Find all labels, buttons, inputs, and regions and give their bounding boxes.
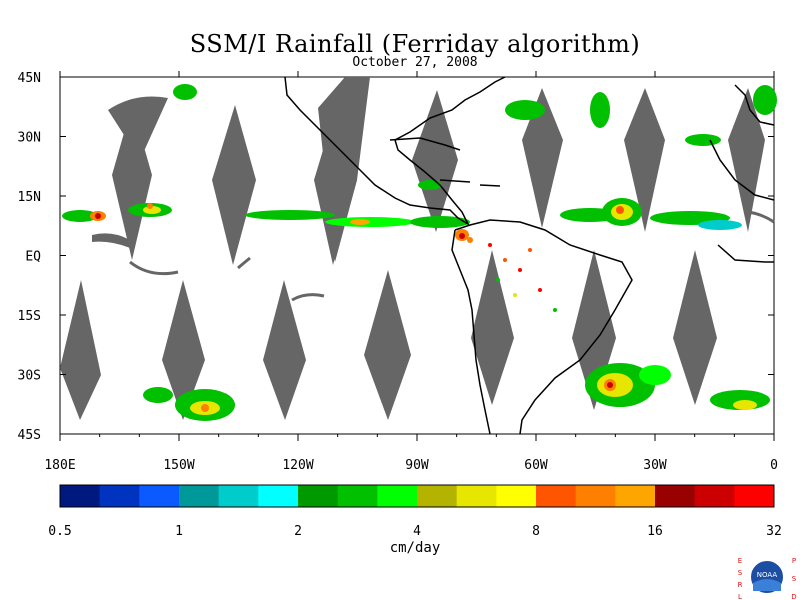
colorbar-labels: 0.5 1 2 4 8 16 32 [48, 524, 782, 539]
swath [162, 280, 205, 420]
coast-caribbean [439, 179, 501, 187]
colorbar-frame [59, 484, 775, 508]
lat-label: 30S [18, 369, 41, 384]
colorbar-swatch [99, 485, 140, 507]
swath [728, 88, 765, 232]
longitude-axis: 180E 150W 120W 90W 60W 30W 0 [44, 71, 778, 473]
colorbar-swatch [734, 485, 775, 507]
colorbar-tick-label: 0.5 [48, 524, 71, 539]
colorbar-swatch [337, 485, 378, 507]
latitude-axis: 45N 30N 15N EQ 15S 30S 45S [18, 71, 774, 443]
logo-letter: D [791, 593, 796, 599]
logo-right-letters: P S D [791, 557, 796, 599]
swath-arc [108, 96, 168, 160]
rain-south-pacific [143, 387, 235, 421]
coast-africa [709, 139, 775, 263]
logo-letter: S [738, 569, 743, 577]
orbit-arc [747, 210, 775, 224]
orbit-arc [237, 256, 251, 270]
coastlines [284, 76, 775, 435]
colorbar-tick-label: 16 [647, 524, 663, 539]
logo-letter: R [738, 581, 743, 589]
lon-label: 30W [643, 458, 667, 473]
lat-label: 30N [18, 131, 41, 146]
colorbar-tick-label: 1 [175, 524, 183, 539]
colorbar-swatch [615, 485, 656, 507]
colorbar-swatch [298, 485, 339, 507]
colorbar-tick-label: 32 [766, 524, 782, 539]
colorbar-swatch [218, 485, 259, 507]
lon-label: 120W [282, 458, 313, 473]
colorbar-swatch [417, 485, 458, 507]
map-title: SSM/I Rainfall (Ferriday algorithm) [189, 30, 641, 58]
swath [364, 270, 411, 420]
colorbar-swatch [60, 485, 101, 507]
swath [471, 250, 514, 405]
lon-label: 180E [44, 458, 75, 473]
coast-south-america [451, 219, 633, 435]
swath [412, 90, 458, 232]
colorbar-swatch [496, 485, 537, 507]
lat-label: 15S [18, 309, 41, 324]
swath [60, 280, 101, 420]
colorbar-swatch [456, 485, 497, 507]
colorbar-swatches [60, 485, 775, 507]
orbit-arc [291, 293, 325, 302]
logo-letter: P [792, 557, 796, 565]
rain-itcz-west [62, 203, 172, 222]
colorbar-swatch [377, 485, 418, 507]
rain-amazon [467, 237, 557, 312]
orbit-arc [129, 260, 179, 276]
rainfall-patches [62, 84, 777, 421]
map-plot-area [59, 76, 777, 435]
colorbar-tick-label: 8 [532, 524, 540, 539]
logo-letter: E [738, 557, 742, 565]
lon-label: 0 [770, 458, 778, 473]
colorbar-swatch [575, 485, 616, 507]
coast-gulf [389, 137, 461, 151]
lat-label: EQ [25, 250, 41, 265]
lon-label: 60W [524, 458, 548, 473]
colorbar-swatch [694, 485, 735, 507]
coast-north-america [284, 76, 506, 226]
swath-arc [92, 233, 130, 248]
map-date: October 27, 2008 [352, 55, 478, 70]
rain-south-atlantic [585, 363, 770, 410]
colorbar-tick-label: 4 [413, 524, 421, 539]
colorbar-swatch [655, 485, 696, 507]
logo-text: NOAA [757, 571, 778, 579]
colorbar-swatch [536, 485, 577, 507]
lon-label: 150W [163, 458, 194, 473]
logo-letter: S [792, 575, 797, 583]
coast-europe [734, 84, 775, 126]
colorbar-swatch [179, 485, 220, 507]
colorbar: 0.5 1 2 4 8 16 32 [48, 484, 782, 539]
rain-itcz-central [245, 210, 470, 241]
lat-label: 45S [18, 428, 41, 443]
lat-label: 45N [18, 71, 41, 86]
rain-north [173, 84, 777, 190]
orbit-arcs [129, 210, 775, 302]
lat-label: 15N [18, 190, 41, 205]
colorbar-swatch [139, 485, 180, 507]
logo-letter: L [738, 593, 742, 599]
swath [624, 88, 665, 232]
colorbar-units: cm/day [389, 540, 441, 556]
colorbar-tick-label: 2 [294, 524, 302, 539]
colorbar-swatch [258, 485, 299, 507]
swath [673, 250, 717, 405]
lon-label: 90W [405, 458, 429, 473]
swath [522, 88, 563, 228]
rain-atlantic [560, 198, 742, 230]
swath [212, 105, 256, 265]
swath [263, 280, 306, 420]
